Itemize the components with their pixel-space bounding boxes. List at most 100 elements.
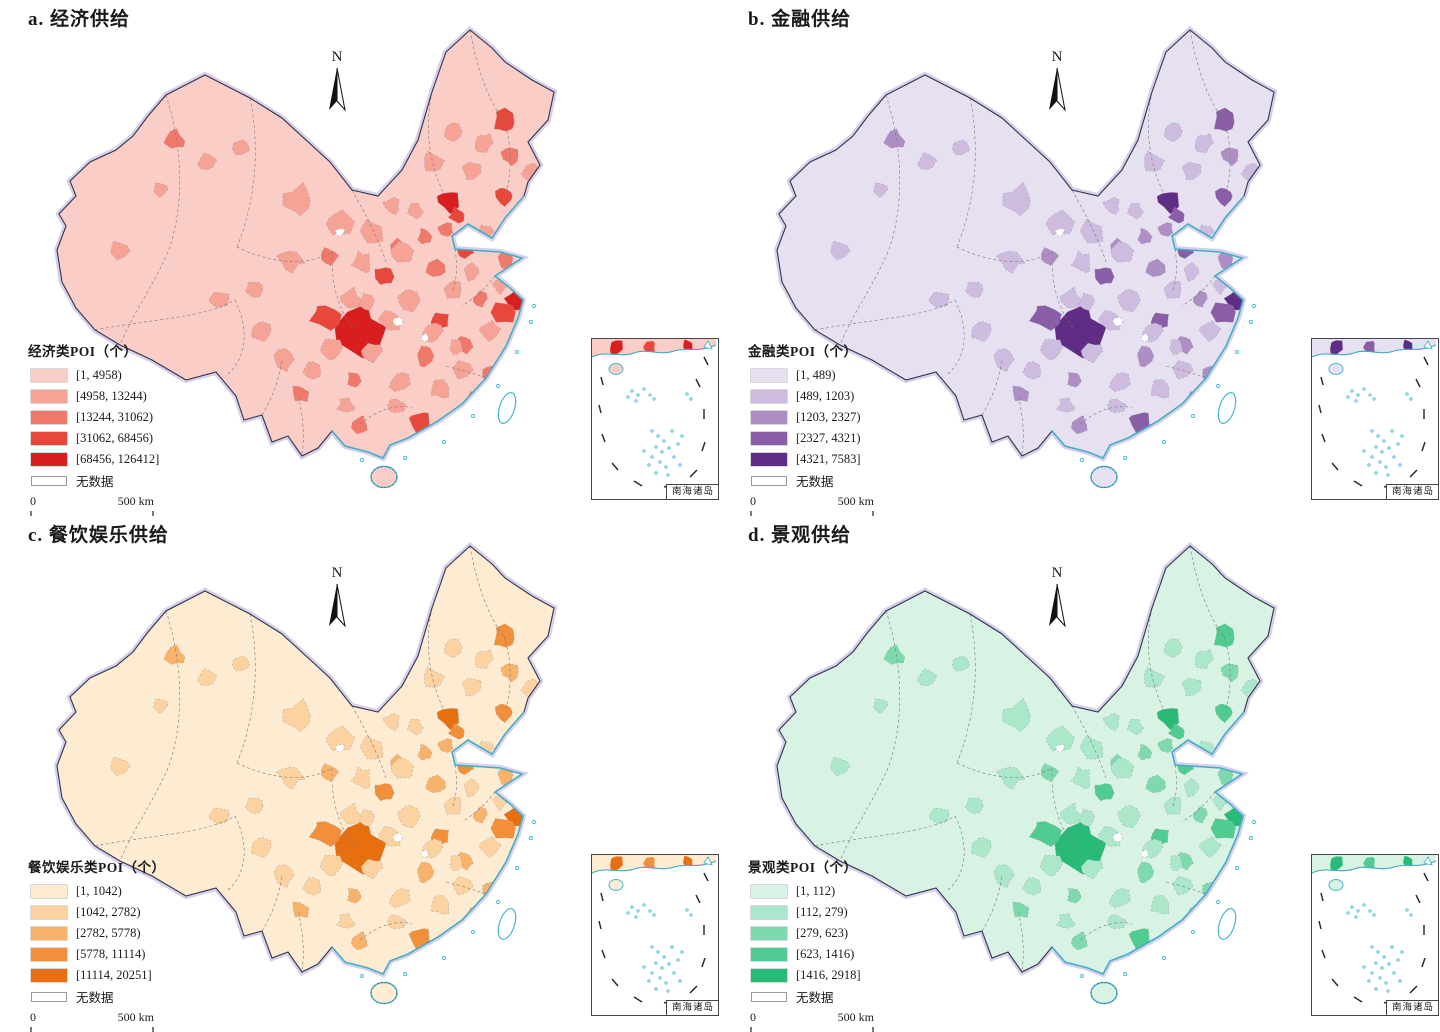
panel-title: d. 景观供给 (748, 525, 852, 546)
scale-line (750, 511, 874, 516)
scale-bar: 0 500 km (748, 494, 880, 516)
legend-swatch (751, 885, 787, 898)
legend-swatch (751, 369, 787, 382)
legend-nodata-swatch (751, 991, 787, 1002)
legend-classes: [1, 112) [112, 279) [279, 623) [623, 1416) [… (748, 881, 963, 986)
legend-row: [1, 4958) (28, 365, 243, 386)
legend-nodata-label: 无数据 (796, 475, 834, 489)
legend-row: [11114, 20251] (28, 965, 243, 986)
inset-label: 南海诸岛 (665, 999, 718, 1015)
legend-row: [1, 489) (748, 365, 963, 386)
scale-start-label: 0 (30, 494, 36, 508)
legend-swatch (751, 948, 787, 961)
map-legend: 金融类POI（个） [1, 489) [489, 1203) [1203, 2327… (748, 340, 963, 516)
inset-label: 南海诸岛 (665, 483, 718, 499)
panel-dining-entertainment-supply: c. 餐饮娱乐供给 N 餐饮娱乐类POI（个） [1, 1042) [1042, … (0, 516, 720, 1032)
legend-row: [2327, 4321) (748, 428, 963, 449)
legend-row: [1, 112) (748, 881, 963, 902)
china-choropleth-map (773, 26, 1278, 489)
legend-nodata-swatch (751, 475, 787, 486)
scale-line (30, 511, 154, 516)
map-legend: 景观类POI（个） [1, 112) [112, 279) [279, 623) [6… (748, 856, 963, 1032)
legend-label: [279, 623) (796, 926, 849, 940)
legend-title: 餐饮娱乐类POI（个） (28, 860, 166, 875)
legend-label: [4958, 13244) (76, 389, 147, 403)
legend-label: [2327, 4321) (796, 431, 861, 445)
legend-swatch (751, 453, 787, 466)
inset-map-canvas (1312, 339, 1436, 488)
legend-swatch (751, 969, 787, 982)
scale-bar: 0 500 km (28, 1010, 160, 1032)
south-china-sea-inset-map: 南海诸岛 (1311, 854, 1439, 1016)
scale-start-label: 0 (750, 1010, 756, 1024)
legend-label: [4321, 7583] (796, 452, 861, 466)
legend-label: [1203, 2327) (796, 410, 861, 424)
legend-swatch (751, 927, 787, 940)
legend-classes: [1, 489) [489, 1203) [1203, 2327) [2327, 43… (748, 365, 963, 470)
legend-label: [623, 1416) (796, 947, 855, 961)
north-arrow: N (1041, 566, 1073, 635)
scale-end-label: 500 km (837, 494, 874, 508)
legend-nodata-swatch (31, 475, 67, 486)
legend-row: [623, 1416) (748, 944, 963, 965)
inset-map-canvas (1312, 855, 1436, 1004)
legend-swatch (751, 432, 787, 445)
north-label: N (1051, 49, 1063, 65)
map-legend: 餐饮娱乐类POI（个） [1, 1042) [1042, 2782) [2782, … (28, 856, 243, 1032)
panel-title: b. 金融供给 (748, 9, 852, 30)
legend-nodata-row: 无数据 (28, 470, 243, 491)
legend-label: [1416, 2918] (796, 968, 861, 982)
legend-nodata-label: 无数据 (76, 991, 114, 1005)
legend-row: [4958, 13244) (28, 386, 243, 407)
legend-label: [31062, 68456) (76, 431, 154, 445)
legend-label: [68456, 126412] (76, 452, 160, 466)
legend-classes: [1, 4958) [4958, 13244) [13244, 31062) [310… (28, 365, 243, 470)
legend-label: [489, 1203) (796, 389, 855, 403)
legend-nodata-swatch (31, 991, 67, 1002)
scale-end-label: 500 km (117, 1010, 154, 1024)
legend-swatch (751, 411, 787, 424)
legend-swatch (31, 390, 67, 403)
legend-row: [1203, 2327) (748, 407, 963, 428)
legend-swatch (751, 906, 787, 919)
legend-classes: [1, 1042) [1042, 2782) [2782, 5778) [5778, … (28, 881, 243, 986)
legend-swatch (751, 390, 787, 403)
scale-start-label: 0 (30, 1010, 36, 1024)
legend-label: [5778, 11114) (76, 947, 146, 961)
legend-title: 金融类POI（个） (748, 344, 858, 359)
panel-title: c. 餐饮娱乐供给 (28, 525, 169, 546)
legend-label: [1, 4958) (76, 368, 122, 382)
legend-swatch (31, 948, 67, 961)
legend-label: [11114, 20251] (76, 968, 152, 982)
panel-landscape-supply: d. 景观供给 N 景观类POI（个） [1, 112) [112, 279) [2… (720, 516, 1440, 1032)
legend-label: [1042, 2782) (76, 905, 141, 919)
legend-row: [5778, 11114) (28, 944, 243, 965)
scale-line (750, 1027, 874, 1032)
north-label: N (1051, 565, 1063, 581)
legend-swatch (31, 885, 67, 898)
north-arrow-icon (329, 583, 346, 628)
legend-label: [1, 1042) (76, 884, 122, 898)
china-choropleth-map (53, 542, 558, 1005)
legend-row: [279, 623) (748, 923, 963, 944)
north-label: N (331, 49, 343, 65)
inset-map-canvas (592, 855, 716, 1004)
legend-swatch (31, 432, 67, 445)
legend-nodata-label: 无数据 (796, 991, 834, 1005)
legend-swatch (31, 453, 67, 466)
south-china-sea-inset-map: 南海诸岛 (591, 338, 719, 500)
north-arrow-icon (329, 67, 346, 112)
legend-row: [112, 279) (748, 902, 963, 923)
legend-label: [1, 112) (796, 884, 836, 898)
north-arrow: N (321, 566, 353, 635)
inset-label: 南海诸岛 (1385, 999, 1438, 1015)
legend-row: [68456, 126412] (28, 449, 243, 470)
north-arrow-icon (1049, 583, 1066, 628)
inset-label: 南海诸岛 (1385, 483, 1438, 499)
scale-end-label: 500 km (837, 1010, 874, 1024)
china-choropleth-map (53, 26, 558, 489)
legend-label: [1, 489) (796, 368, 836, 382)
legend-row: [13244, 31062) (28, 407, 243, 428)
north-arrow-icon (1049, 67, 1066, 112)
